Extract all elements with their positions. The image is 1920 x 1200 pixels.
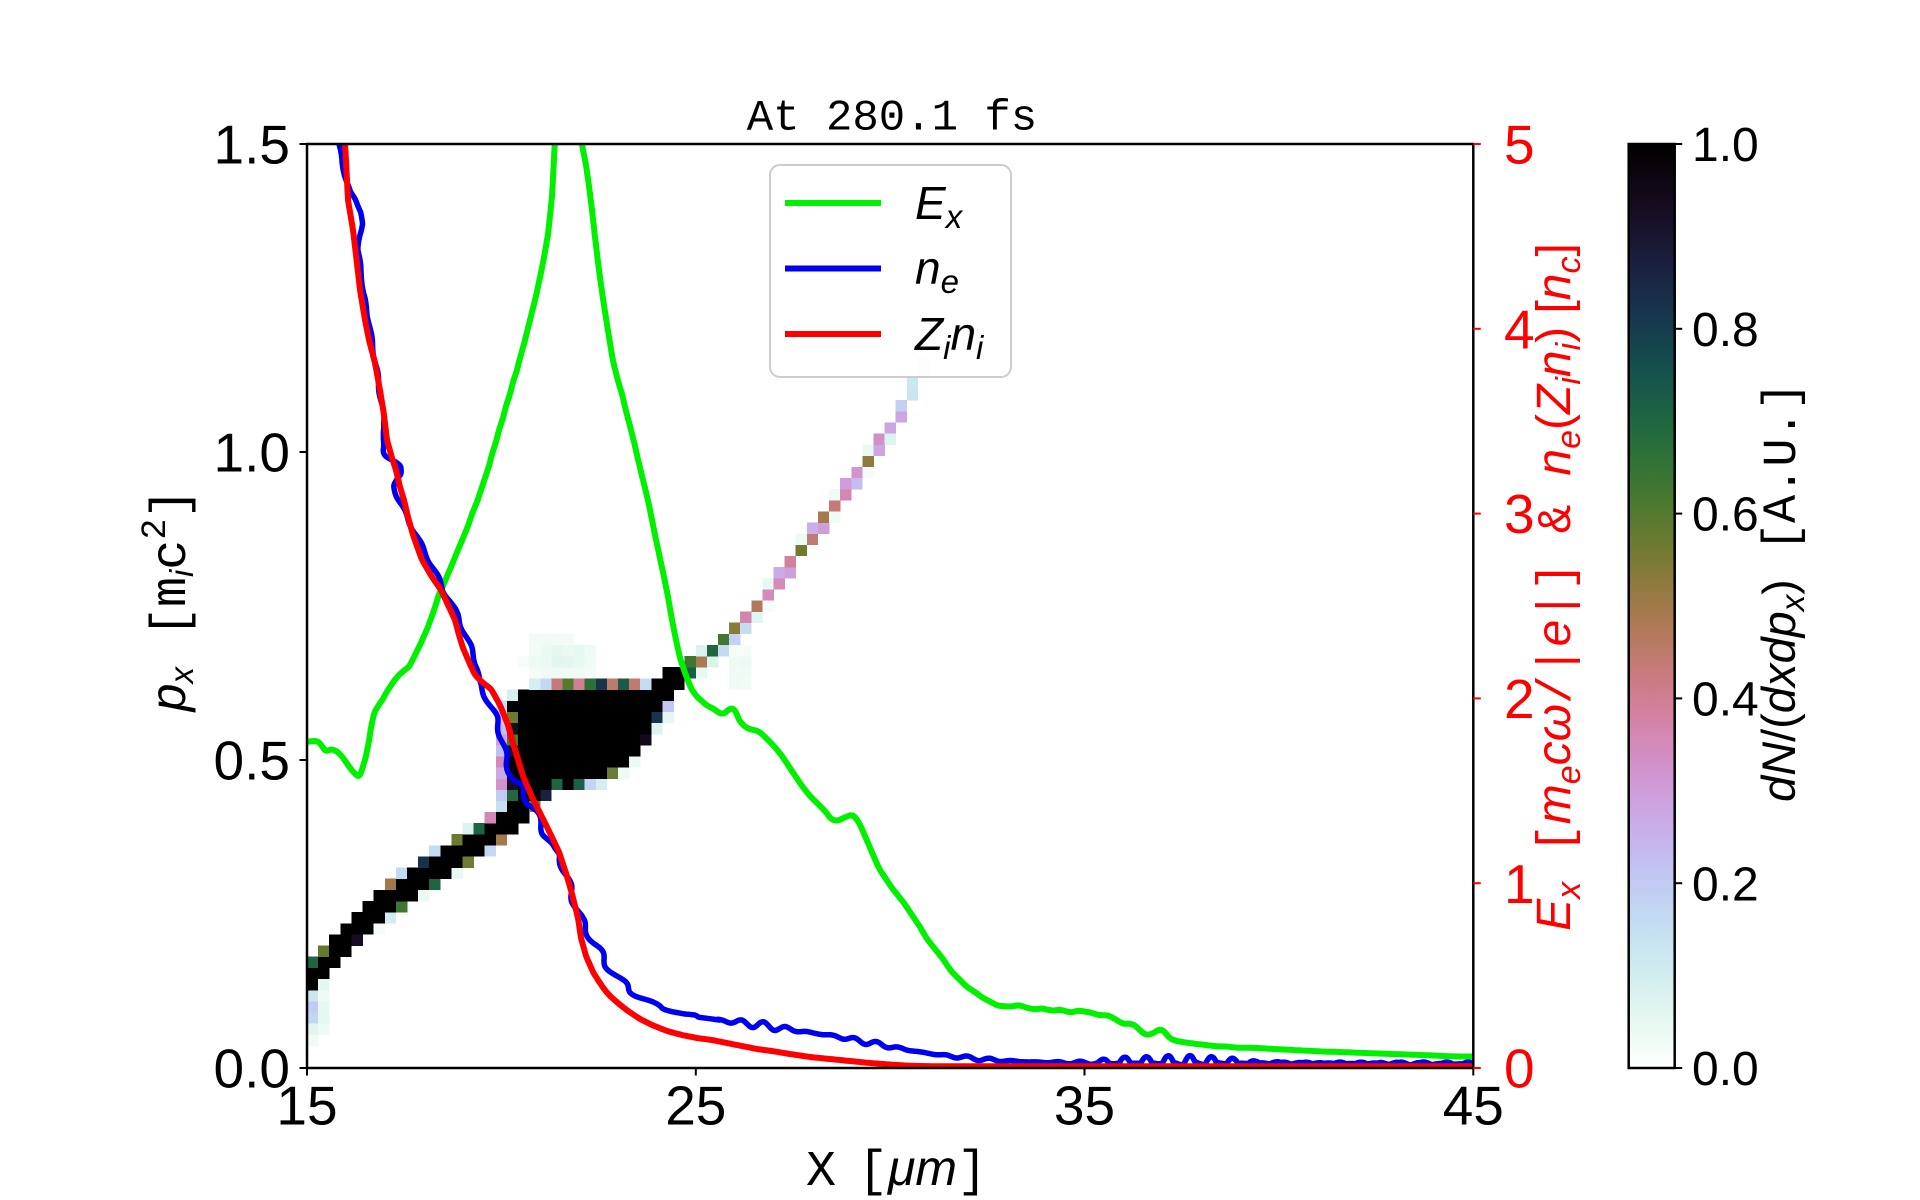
svg-text:3: 3 — [1504, 483, 1535, 545]
svg-text:1.0: 1.0 — [214, 422, 290, 484]
svg-text:4: 4 — [1504, 298, 1535, 360]
svg-text:0.5: 0.5 — [214, 730, 290, 792]
svg-text:0.0: 0.0 — [1692, 1043, 1759, 1096]
svg-text:0.0: 0.0 — [214, 1038, 290, 1100]
svg-text:1: 1 — [1504, 853, 1535, 915]
svg-text:1.0: 1.0 — [1692, 119, 1759, 172]
svg-text:X [μm]: X [μm] — [806, 1140, 987, 1200]
svg-text:ne: ne — [915, 242, 959, 300]
svg-text:px [mic2]: px [mic2] — [136, 489, 201, 714]
svg-text:0.6: 0.6 — [1692, 489, 1759, 542]
svg-text:5: 5 — [1504, 114, 1535, 176]
svg-text:25: 25 — [665, 1075, 726, 1137]
svg-text:1.5: 1.5 — [214, 114, 290, 176]
svg-text:2: 2 — [1504, 668, 1535, 730]
svg-text:At 280.1 fs: At 280.1 fs — [747, 94, 1037, 144]
svg-text:0: 0 — [1504, 1038, 1535, 1100]
svg-text:0.4: 0.4 — [1692, 674, 1759, 727]
svg-text:0.8: 0.8 — [1692, 304, 1759, 357]
svg-text:15: 15 — [276, 1075, 337, 1137]
svg-text:dN/(dxdpx) [A.U.]: dN/(dxdpx) [A.U.] — [1752, 382, 1811, 802]
svg-text:Zini: Zini — [914, 308, 985, 366]
svg-text:Ex [mecω/|e|] & ne(Zini) [nc]: Ex [mecω/|e|] & ne(Zini) [nc] — [1528, 243, 1588, 931]
svg-text:45: 45 — [1443, 1075, 1504, 1137]
svg-text:0.2: 0.2 — [1692, 858, 1759, 911]
svg-text:35: 35 — [1054, 1075, 1115, 1137]
